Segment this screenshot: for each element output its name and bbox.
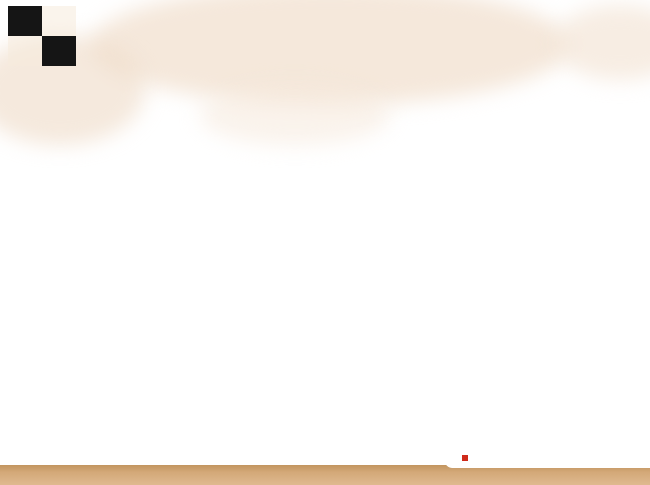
footer-bar	[0, 465, 650, 485]
legend-item	[455, 234, 490, 248]
legend-item	[455, 248, 490, 262]
seal-char	[42, 6, 76, 36]
seal-char	[8, 36, 42, 66]
seal-char	[8, 6, 42, 36]
chart-legend	[455, 220, 490, 290]
background-map-blob	[555, 5, 650, 80]
topology-seal-logo	[8, 6, 76, 66]
legend-item	[455, 220, 490, 234]
legend-item	[455, 262, 490, 276]
tri-logo	[445, 437, 650, 468]
legend-item	[455, 276, 490, 290]
background-map-blob	[200, 85, 390, 145]
seal-char	[42, 36, 76, 66]
